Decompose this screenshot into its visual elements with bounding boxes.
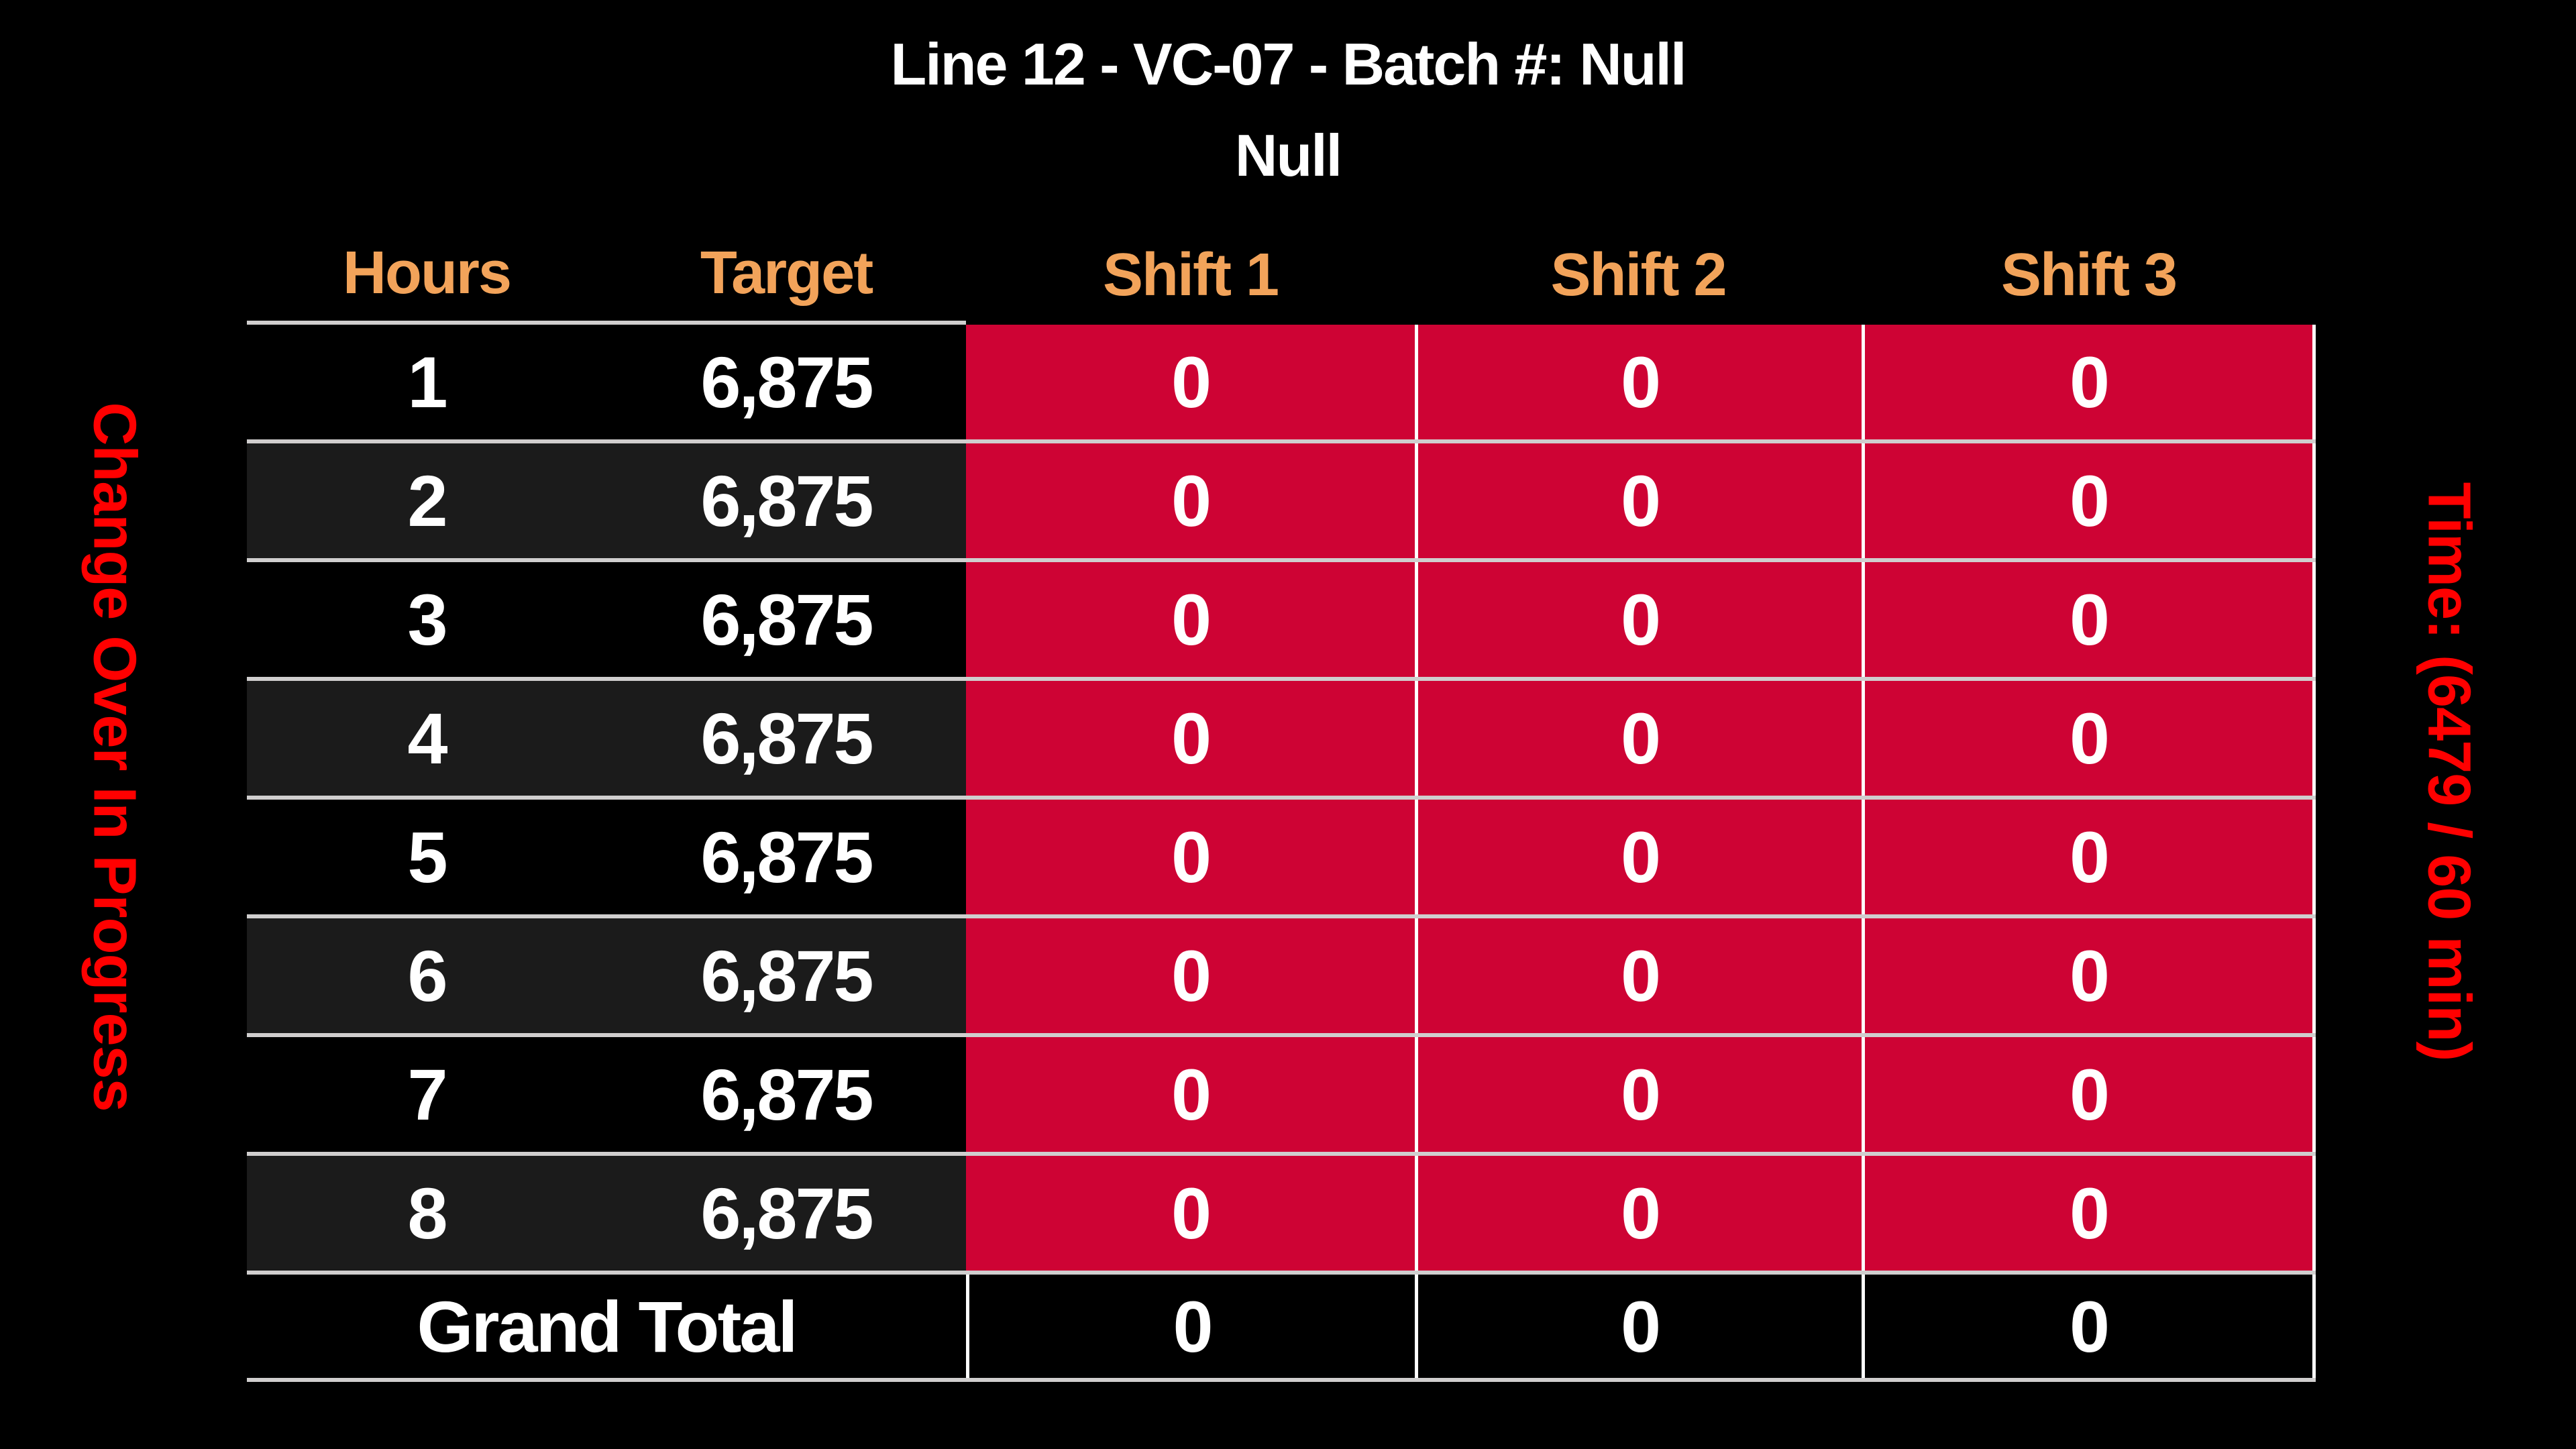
production-table: Hours Target Shift 1 Shift 2 Shift 3 1 6… [247, 225, 2316, 1382]
shift2-cell: 0 [1415, 443, 1862, 558]
hours-cell: 7 [247, 1037, 606, 1152]
target-cell: 6,875 [606, 918, 966, 1033]
shift1-cell: 0 [966, 918, 1415, 1033]
shift1-cell: 0 [966, 800, 1415, 914]
shift3-cell: 0 [1862, 800, 2316, 914]
shift2-cell: 0 [1415, 1156, 1862, 1271]
shift3-cell: 0 [1862, 918, 2316, 1033]
shift2-cell: 0 [1415, 325, 1862, 439]
table-header-row: Hours Target Shift 1 Shift 2 Shift 3 [247, 225, 2316, 325]
target-cell: 6,875 [606, 325, 966, 439]
shift2-cell: 0 [1415, 918, 1862, 1033]
shift1-cell: 0 [966, 681, 1415, 796]
shift2-cell: 0 [1415, 681, 1862, 796]
target-cell: 6,875 [606, 681, 966, 796]
table-row: 7 6,875 0 0 0 [247, 1037, 2316, 1156]
hours-cell: 3 [247, 562, 606, 677]
column-header-shift2: Shift 2 [1550, 241, 1727, 309]
shift2-cell: 0 [1415, 562, 1862, 677]
hours-cell: 1 [247, 325, 606, 439]
grand-total-row: Grand Total 0 0 0 [247, 1275, 2316, 1382]
table-row: 2 6,875 0 0 0 [247, 443, 2316, 562]
shift1-cell: 0 [966, 325, 1415, 439]
shift3-cell: 0 [1862, 443, 2316, 558]
title-block: Line 12 - VC-07 - Batch #: Null Null [0, 19, 2576, 201]
hours-cell: 4 [247, 681, 606, 796]
target-cell: 6,875 [606, 1156, 966, 1271]
target-cell: 6,875 [606, 562, 966, 677]
changeover-time-label: Time: (6479 / 60 min) [2415, 482, 2483, 1061]
shift3-cell: 0 [1862, 562, 2316, 677]
table-row: 5 6,875 0 0 0 [247, 800, 2316, 918]
table-row: 8 6,875 0 0 0 [247, 1156, 2316, 1275]
grand-total-shift1: 0 [966, 1275, 1415, 1378]
column-header-shift3: Shift 3 [2000, 241, 2178, 309]
shift1-cell: 0 [966, 1037, 1415, 1152]
shift1-cell: 0 [966, 443, 1415, 558]
column-header-hours: Hours [247, 225, 606, 325]
shift1-cell: 0 [966, 562, 1415, 677]
column-header-shift1: Shift 1 [1102, 241, 1279, 309]
table-row: 4 6,875 0 0 0 [247, 681, 2316, 800]
target-cell: 6,875 [606, 1037, 966, 1152]
target-cell: 6,875 [606, 443, 966, 558]
shift3-cell: 0 [1862, 1037, 2316, 1152]
grand-total-label: Grand Total [247, 1275, 966, 1378]
table-row: 1 6,875 0 0 0 [247, 325, 2316, 443]
table-row: 6 6,875 0 0 0 [247, 918, 2316, 1037]
table-row: 3 6,875 0 0 0 [247, 562, 2316, 681]
column-header-target: Target [606, 225, 966, 325]
changeover-status-label: Change Over In Progress [80, 402, 148, 1112]
page-subtitle: Null [1234, 122, 1342, 189]
shift3-cell: 0 [1862, 1156, 2316, 1271]
hours-cell: 5 [247, 800, 606, 914]
shift3-cell: 0 [1862, 325, 2316, 439]
grand-total-shift2: 0 [1415, 1275, 1862, 1378]
shift3-cell: 0 [1862, 681, 2316, 796]
shift2-cell: 0 [1415, 800, 1862, 914]
hours-cell: 8 [247, 1156, 606, 1271]
hours-cell: 6 [247, 918, 606, 1033]
target-cell: 6,875 [606, 800, 966, 914]
shift2-cell: 0 [1415, 1037, 1862, 1152]
hours-cell: 2 [247, 443, 606, 558]
shift1-cell: 0 [966, 1156, 1415, 1271]
grand-total-shift3: 0 [1862, 1275, 2316, 1378]
page-title: Line 12 - VC-07 - Batch #: Null [890, 31, 1687, 97]
